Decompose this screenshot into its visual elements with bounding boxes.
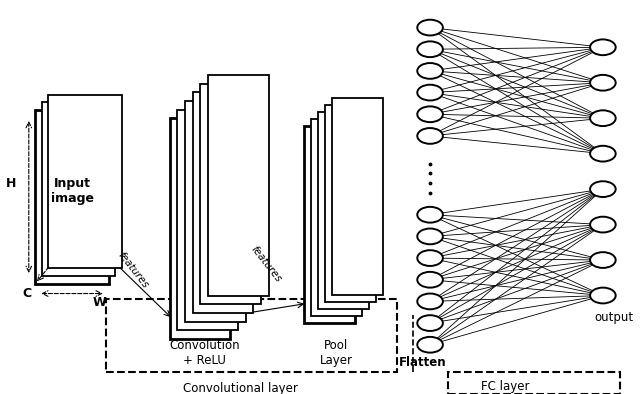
Circle shape [417,207,443,223]
Text: W: W [92,296,106,309]
Bar [42,102,115,276]
Text: FC layer: FC layer [481,381,530,393]
Circle shape [417,106,443,122]
Circle shape [590,75,616,91]
Circle shape [417,63,443,79]
Bar [48,95,122,268]
Bar [35,110,109,284]
Text: Convolutional layer: Convolutional layer [182,382,298,394]
Circle shape [590,217,616,232]
Text: C: C [22,287,31,300]
Circle shape [417,250,443,266]
Bar [448,372,620,394]
Bar [193,92,253,313]
Bar [311,119,362,316]
Circle shape [417,272,443,288]
Circle shape [590,252,616,268]
Circle shape [590,288,616,303]
Circle shape [417,315,443,331]
Circle shape [417,20,443,35]
Circle shape [590,39,616,55]
Bar [170,118,230,339]
Text: H: H [6,177,17,190]
Bar [208,75,269,296]
Circle shape [417,41,443,57]
Bar [185,101,246,322]
Bar [304,126,355,323]
Text: features: features [115,250,150,290]
Text: Convolution
+ ReLU: Convolution + ReLU [170,338,240,367]
Bar [177,110,238,330]
Bar [325,105,376,302]
Bar [332,98,383,295]
Circle shape [417,128,443,144]
Circle shape [590,110,616,126]
Bar [318,112,369,309]
Text: Input
image: Input image [51,177,94,205]
Text: features: features [248,244,283,284]
Circle shape [417,229,443,244]
Text: output: output [595,311,634,323]
Circle shape [417,337,443,353]
Circle shape [417,294,443,309]
Circle shape [417,85,443,100]
Text: Pool
Layer: Pool Layer [319,338,353,367]
Bar [200,84,261,304]
Text: Flatten: Flatten [399,356,446,369]
Circle shape [590,181,616,197]
Circle shape [590,146,616,162]
Bar [106,299,397,372]
